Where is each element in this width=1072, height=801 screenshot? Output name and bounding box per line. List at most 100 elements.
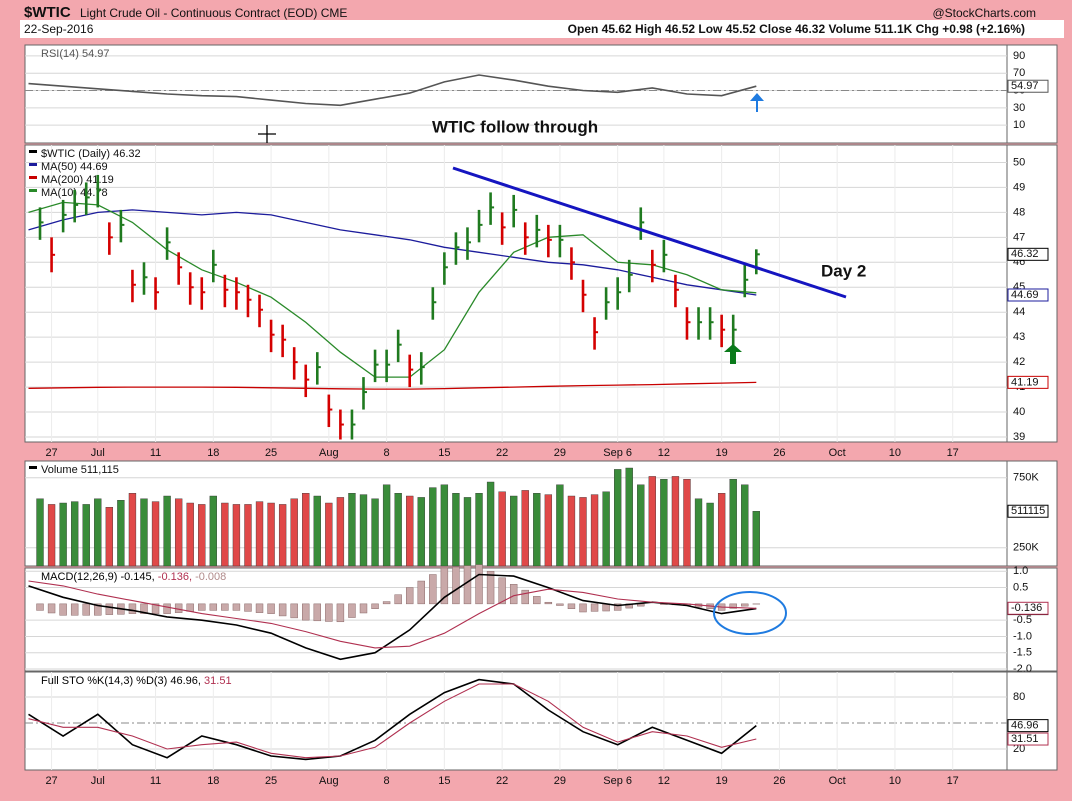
x-tick-label: Aug — [319, 447, 339, 459]
legend-label: 31.51 — [204, 675, 232, 687]
legend-label: MACD(12,26,9) -0.145, — [41, 571, 155, 583]
histogram-bar — [209, 603, 218, 611]
legend-row: Full STO %K(14,3) %D(3) 46.96, 31.51 — [41, 675, 232, 687]
value-badge-label: 41.19 — [1011, 376, 1039, 388]
value-badge — [1007, 719, 1049, 733]
histogram-bar — [163, 603, 171, 614]
histogram-bar — [232, 603, 241, 611]
volume-bar — [198, 504, 206, 567]
symbol: $WTIC — [24, 4, 71, 21]
series-line — [28, 573, 757, 661]
histogram-bar — [151, 603, 160, 614]
up-arrow-blue — [750, 93, 764, 112]
series-line — [28, 678, 757, 761]
legend-swatch — [29, 163, 37, 166]
ohlc-stats: Open 45.62 High 46.52 Low 45.52 Close 46… — [568, 22, 1025, 36]
histogram-bar — [741, 603, 749, 607]
histogram-bar — [244, 603, 252, 612]
x-tick-label: 19 — [716, 447, 728, 459]
histogram-bar — [463, 565, 472, 605]
volume-bar — [117, 500, 125, 567]
value-badge-label: 31.51 — [1011, 733, 1039, 745]
volume-bar — [59, 502, 67, 567]
volume-bar — [683, 479, 691, 567]
volume-bar — [128, 493, 137, 567]
histogram-bar — [128, 603, 137, 614]
volume-bar — [71, 501, 79, 567]
volume-bar — [244, 504, 252, 567]
histogram-bar — [302, 603, 310, 621]
legend-swatch — [29, 176, 37, 179]
volume-bar — [671, 476, 680, 567]
volume-bar — [648, 476, 656, 567]
volume-bar — [267, 502, 275, 567]
x-tick-label: 29 — [554, 447, 566, 459]
volume-bar — [637, 484, 645, 567]
histogram-bar — [105, 603, 114, 615]
volume-bar — [209, 495, 217, 567]
y-tick-label: -1.0 — [1013, 630, 1032, 642]
legend-label: -0.008 — [195, 571, 226, 583]
series-line — [28, 580, 757, 649]
x-tick-label: 8 — [384, 775, 390, 787]
histogram-bar — [429, 574, 437, 605]
volume-bar — [510, 495, 518, 567]
moving-average — [28, 381, 757, 390]
volume-bar — [567, 495, 576, 567]
value-badge-label: 511115 — [1011, 505, 1045, 517]
x-tick-label: 17 — [947, 775, 959, 787]
up-arrow-green — [724, 344, 742, 364]
x-tick-label: 11 — [150, 775, 161, 787]
series-line — [28, 74, 757, 107]
y-tick-label: 43 — [1013, 331, 1025, 343]
volume-bar — [278, 504, 287, 567]
instrument-name: Light Crude Oil - Continuous Contract (E… — [80, 6, 347, 20]
volume-bar — [579, 497, 587, 567]
x-tick-label: 25 — [265, 447, 277, 459]
histogram-bar — [198, 603, 206, 611]
volume-bar — [105, 507, 114, 567]
histogram-bar — [290, 603, 298, 619]
histogram-bar — [36, 603, 44, 611]
volume-bar — [313, 495, 321, 567]
legend-label: Volume 511,115 — [41, 464, 119, 476]
y-tick-label: 250K — [1013, 542, 1039, 554]
legend-label: RSI(14) 54.97 — [41, 48, 109, 60]
histogram-bar — [336, 603, 345, 623]
histogram-bar — [579, 603, 587, 613]
legend-swatch — [29, 466, 37, 469]
value-badge-label: 46.32 — [1011, 248, 1039, 260]
header-bar — [20, 20, 1064, 38]
value-badge — [1007, 375, 1049, 389]
histogram-bar — [613, 603, 622, 611]
legend-swatch — [29, 189, 37, 192]
volume-bar — [406, 495, 414, 567]
histogram-bar — [440, 567, 449, 605]
crosshair — [258, 125, 276, 143]
y-tick-label: 90 — [1013, 50, 1025, 62]
x-tick-label: Aug — [319, 775, 339, 787]
volume-bar — [498, 491, 506, 567]
legend-row: RSI(14) 54.97 — [41, 48, 109, 60]
histogram-bar — [729, 603, 737, 609]
y-tick-label: 44 — [1013, 306, 1025, 318]
histogram-bar — [325, 603, 333, 622]
panel-background — [24, 671, 1008, 771]
volume-bar — [186, 502, 194, 567]
x-tick-label: 26 — [773, 447, 785, 459]
legend-swatch — [29, 150, 37, 153]
volume-bar — [151, 501, 160, 567]
legend-label: -0.136, — [158, 571, 192, 583]
value-badge-label: -0.136 — [1011, 602, 1042, 614]
histogram-bar — [544, 601, 553, 605]
histogram-bar — [221, 603, 229, 611]
x-tick-label: 18 — [207, 447, 219, 459]
volume-bar — [590, 494, 599, 567]
volume-bar — [556, 484, 564, 567]
histogram-bar — [533, 596, 541, 605]
volume-bar — [429, 487, 437, 567]
y-tick-label: 70 — [1013, 67, 1025, 79]
legend-label: Full STO %K(14,3) %D(3) 46.96, — [41, 675, 201, 687]
moving-average — [28, 201, 757, 378]
